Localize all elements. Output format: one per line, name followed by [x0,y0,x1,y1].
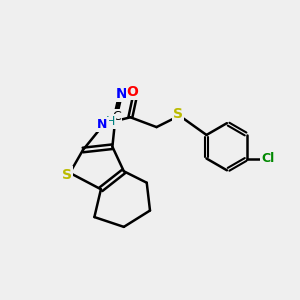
Text: S: S [173,107,183,121]
Text: C: C [112,110,121,123]
Text: Cl: Cl [261,152,274,165]
Text: S: S [61,167,72,182]
Text: H: H [105,115,115,128]
Text: N: N [116,87,127,101]
Text: N: N [98,118,108,131]
Text: O: O [127,85,139,99]
